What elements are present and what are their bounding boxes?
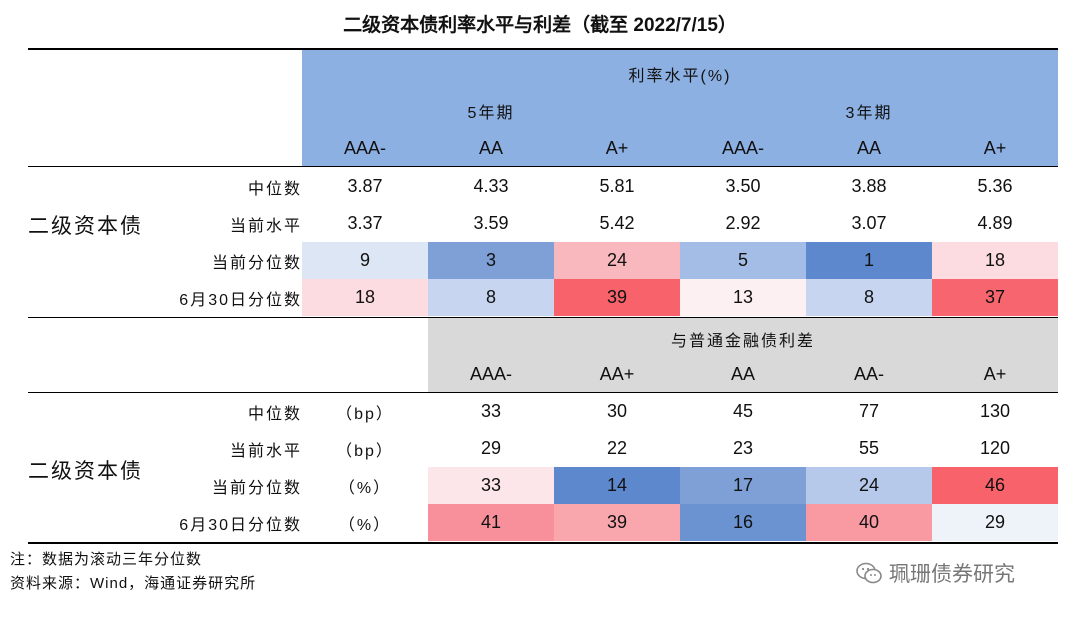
rule-mid — [28, 317, 1058, 318]
spread-column-header: AAA- — [469, 363, 512, 384]
spread-cell: 45 — [732, 401, 754, 421]
rate-cell: 3.07 — [851, 213, 887, 233]
spread-column-header: AA+ — [599, 363, 635, 384]
rate-column-header: AA — [478, 137, 503, 158]
rate-column-header: A+ — [605, 137, 629, 158]
spread-row-unit: （%） — [338, 479, 392, 497]
spread-cell: 77 — [858, 401, 880, 421]
spread-header-background — [428, 318, 1058, 392]
spread-cell: 14 — [554, 467, 680, 504]
rate-cell: 37 — [932, 279, 1058, 316]
rate-cell: 4.89 — [977, 213, 1013, 233]
spread-header: 与普通金融债利差 — [670, 333, 815, 350]
rate-row-label: 中位数 — [247, 180, 302, 198]
rate-column-header: A+ — [983, 137, 1007, 158]
group-5y: 5年期 — [467, 105, 515, 122]
rate-cell: 8 — [428, 279, 554, 316]
spread-cell: 16 — [680, 504, 806, 541]
spread-row-unit: （bp） — [336, 405, 394, 423]
rate-cell: 4.33 — [473, 176, 509, 196]
spread-row-label: 中位数 — [247, 405, 302, 423]
spread-cell: 22 — [606, 438, 628, 458]
spread-row-unit: （%） — [338, 516, 392, 534]
spread-cell: 120 — [979, 438, 1011, 458]
rate-column-header: AA — [856, 137, 881, 158]
rate-cell: 2.92 — [725, 213, 761, 233]
group-label-top: 二级资本债 — [28, 215, 143, 238]
rate-cell: 3 — [428, 242, 554, 279]
rate-row-label: 当前水平 — [229, 217, 302, 235]
spread-cell: 29 — [932, 504, 1058, 541]
spread-cell: 29 — [480, 438, 502, 458]
rate-header: 利率水平(%) — [628, 68, 732, 85]
rate-cell: 5 — [680, 242, 806, 279]
spread-cell: 33 — [428, 467, 554, 504]
watermark-text: 珮珊债券研究 — [889, 563, 1015, 586]
rate-cell: 3.37 — [347, 213, 383, 233]
spread-cell: 40 — [806, 504, 932, 541]
watermark: 珮珊债券研究 — [855, 558, 1015, 588]
spread-cell: 39 — [554, 504, 680, 541]
spread-row-unit: （bp） — [336, 442, 394, 460]
group-3y: 3年期 — [845, 105, 893, 122]
rate-cell: 5.42 — [599, 213, 635, 233]
spread-row-label: 6月30日分位数 — [179, 516, 302, 534]
rule-top-header — [28, 166, 1058, 167]
rate-cell: 18 — [302, 279, 428, 316]
spread-cell: 41 — [428, 504, 554, 541]
group-label-bottom: 二级资本债 — [28, 460, 143, 483]
spread-cell: 23 — [732, 438, 754, 458]
rate-cell: 8 — [806, 279, 932, 316]
rate-cell: 24 — [554, 242, 680, 279]
spread-cell: 46 — [932, 467, 1058, 504]
spread-cell: 30 — [606, 401, 628, 421]
rate-cell: 3.87 — [347, 176, 383, 196]
rate-cell: 13 — [680, 279, 806, 316]
rate-cell: 9 — [302, 242, 428, 279]
rate-row-label: 6月30日分位数 — [179, 291, 302, 309]
table-title: 二级资本债利率水平与利差（截至 2022/7/15） — [343, 15, 737, 36]
spread-column-header: AA- — [853, 363, 884, 384]
spread-cell: 24 — [806, 467, 932, 504]
rate-cell: 5.81 — [599, 176, 635, 196]
spread-cell: 17 — [680, 467, 806, 504]
rate-header-background — [302, 50, 1058, 166]
footnote-1: 注：数据为滚动三年分位数 — [10, 551, 203, 568]
spread-cell: 33 — [480, 401, 502, 421]
spread-row-label: 当前分位数 — [211, 479, 302, 497]
rate-row-label: 当前分位数 — [211, 254, 302, 272]
rate-cell: 3.59 — [473, 213, 509, 233]
top-rule — [28, 48, 1058, 50]
wechat-icon — [856, 562, 882, 584]
rate-column-header: AAA- — [343, 137, 386, 158]
rate-cell: 18 — [932, 242, 1058, 279]
footnote-2: 资料来源：Wind，海通证券研究所 — [10, 575, 257, 592]
bottom-rule — [28, 542, 1058, 544]
rate-cell: 5.36 — [977, 176, 1013, 196]
rate-cell: 3.88 — [851, 176, 887, 196]
spread-column-header: A+ — [983, 363, 1007, 384]
spread-row-label: 当前水平 — [229, 442, 302, 460]
rate-column-header: AAA- — [721, 137, 764, 158]
spread-column-header: AA — [730, 363, 755, 384]
rate-cell: 1 — [806, 242, 932, 279]
rule-bottom-header — [28, 392, 1058, 393]
rate-cell: 3.50 — [725, 176, 761, 196]
spread-cell: 130 — [979, 401, 1011, 421]
spread-cell: 55 — [858, 438, 880, 458]
rate-cell: 39 — [554, 279, 680, 316]
